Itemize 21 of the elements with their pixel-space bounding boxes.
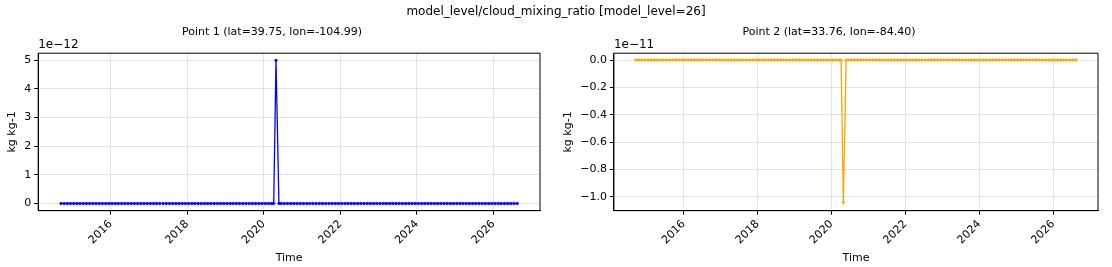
y-tick-label: −0.6 <box>580 135 607 149</box>
x-axis-title: Time <box>274 251 303 265</box>
y-tick-label: 2 <box>24 139 32 153</box>
y-tick-label: 1 <box>24 167 32 181</box>
text: 1e−12 <box>38 37 79 52</box>
y-tick-label: 4 <box>24 81 32 95</box>
y-axis-title: kg kg-1 <box>561 111 575 153</box>
text: 1e−11 <box>613 37 655 52</box>
y-tick-label: 3 <box>24 110 32 124</box>
y-tick-label: −0.4 <box>580 107 607 121</box>
y-axis-title: kg kg-1 <box>5 111 19 153</box>
y-tick-label: 5 <box>24 53 32 67</box>
y-tick-label: 0 <box>24 196 32 210</box>
y-tick-label: −1.0 <box>580 189 607 203</box>
chart-title: Point 2 (lat=33.76, lon=-84.40) <box>742 25 916 39</box>
x-axis-title: Time <box>841 251 870 265</box>
chart-title: Point 1 (lat=39.75, lon=-104.99) <box>181 25 363 39</box>
y-tick-label: 0.0 <box>589 52 607 66</box>
y-tick-label: −0.8 <box>580 162 607 176</box>
text: model_level/cloud_mixing_ratio [model_level=26] <box>405 4 707 18</box>
y-tick-label: −0.2 <box>580 80 607 94</box>
